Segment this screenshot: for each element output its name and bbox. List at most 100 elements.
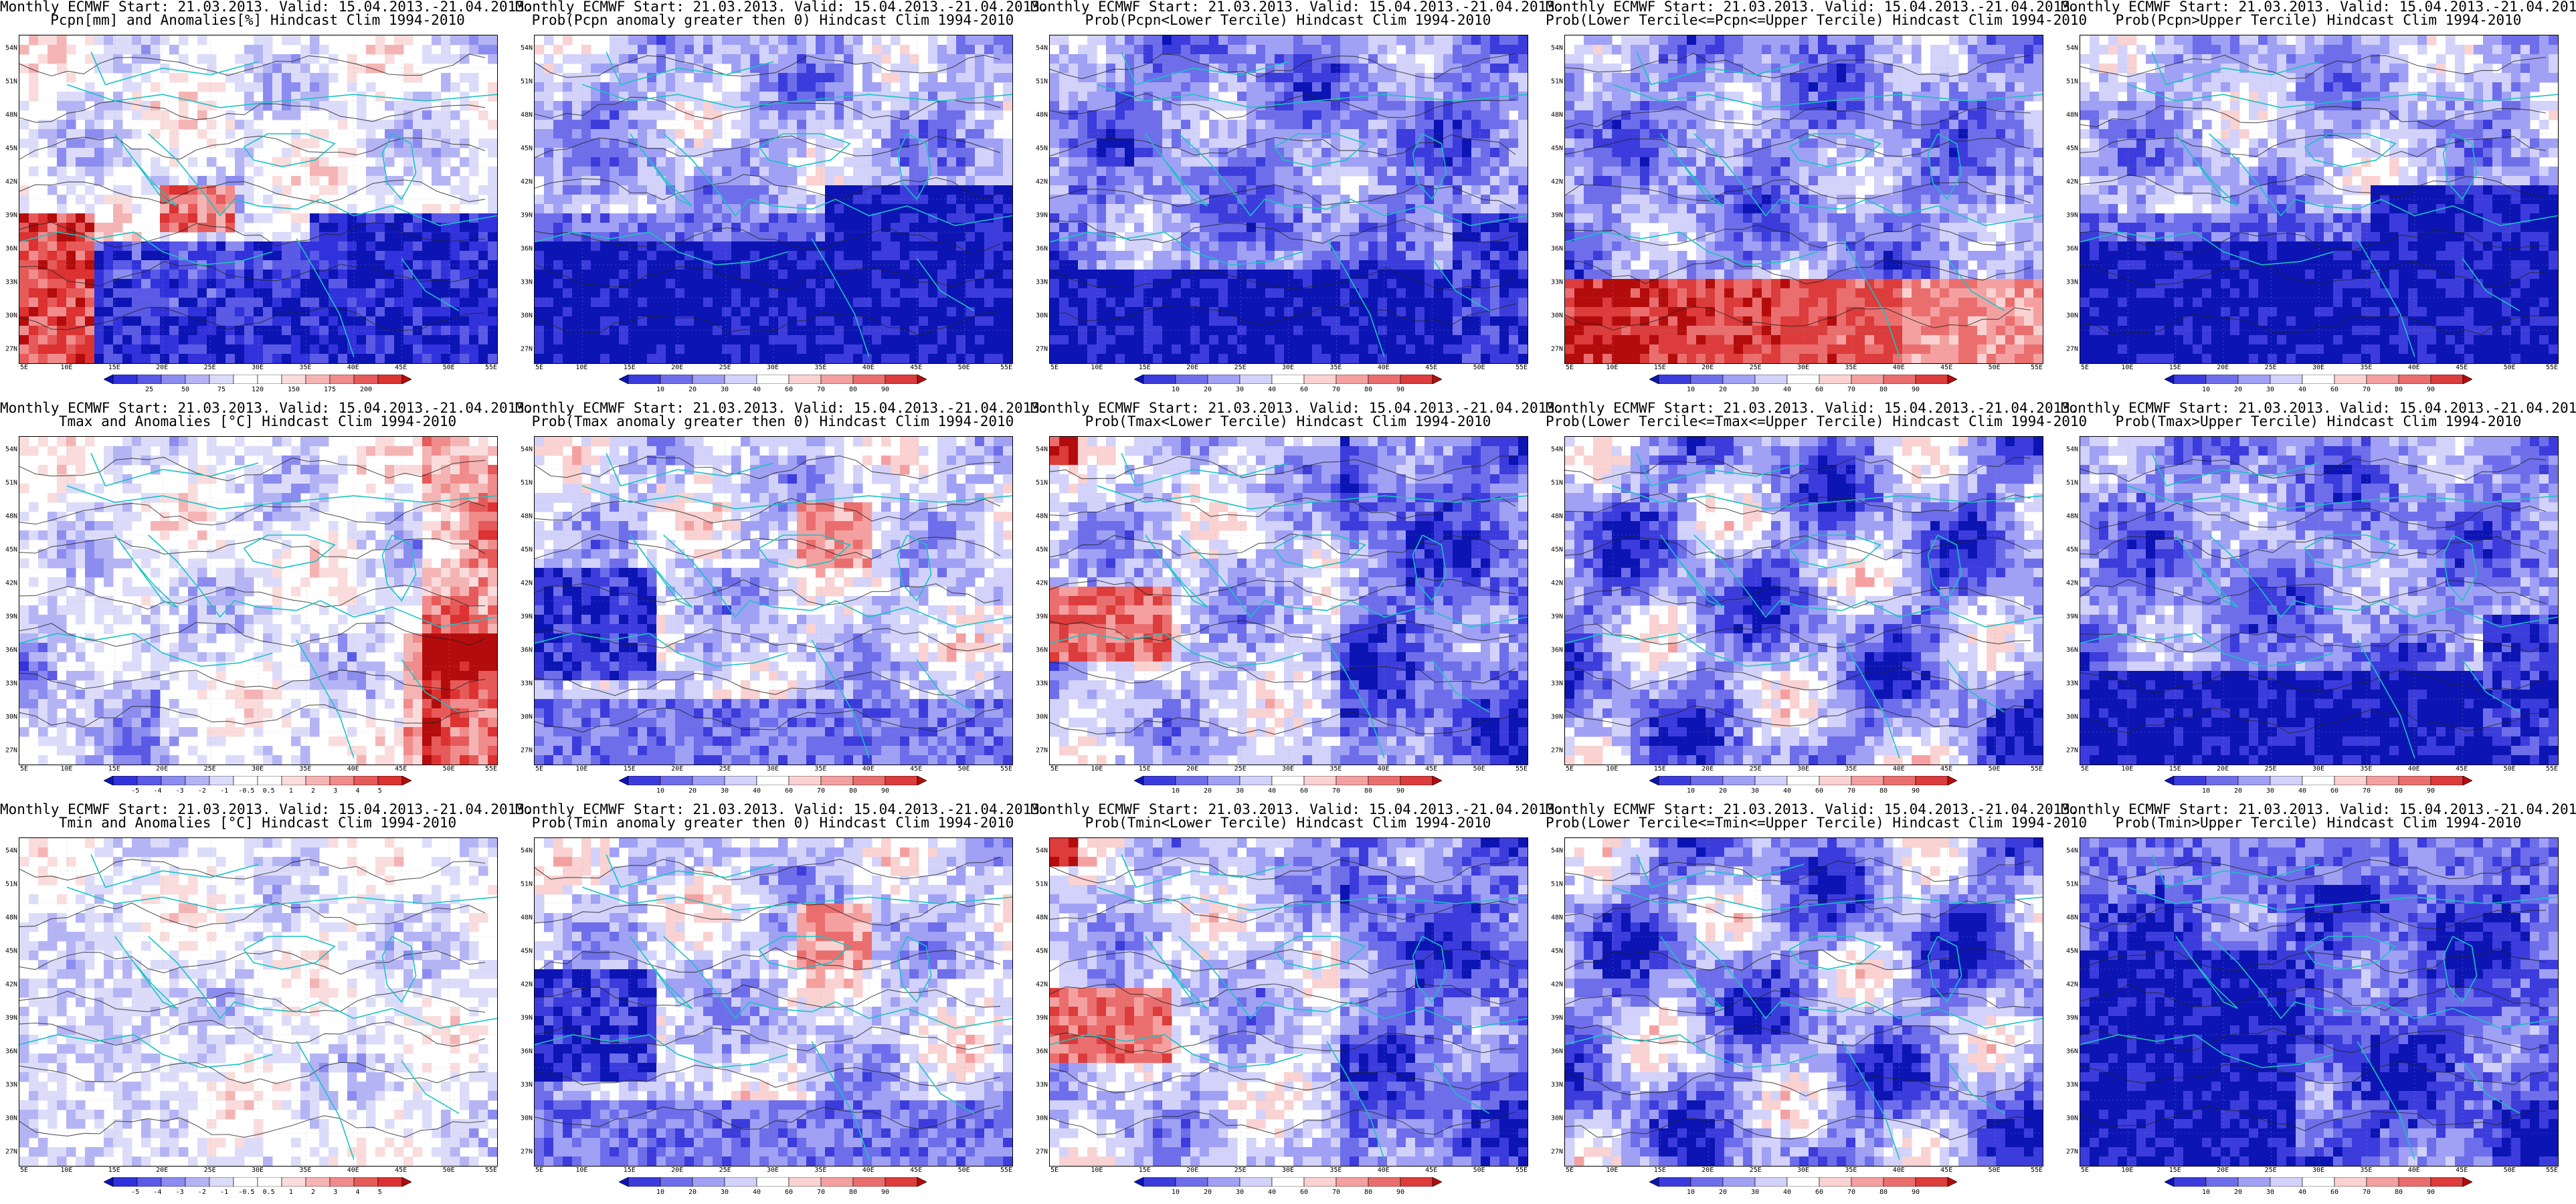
longitude-tick-label: 5E xyxy=(1566,765,1574,773)
longitude-tick-label: 55E xyxy=(485,364,497,371)
colorbar-tick-label: 20 xyxy=(1719,787,1727,795)
longitude-tick-label: 40E xyxy=(1378,765,1390,773)
colorbar-tick-label: 30 xyxy=(721,386,729,393)
latitude-tick-label: 42N xyxy=(5,179,17,186)
longitude-tick-label: 50E xyxy=(1989,765,2001,773)
panel-title-line-2: Prob(Tmin anomaly greater then 0) Hindca… xyxy=(515,816,1030,830)
colorbar-tick-label: 60 xyxy=(1815,1189,1823,1196)
latitude-tick-label: 36N xyxy=(5,647,17,654)
forecast-panel-tmin-prob-lower: Monthly ECMWF Start: 21.03.2013. Valid: … xyxy=(1030,803,1564,1204)
longitude-tick-label: 15E xyxy=(2169,765,2181,773)
colorbar-tick-label: 10 xyxy=(1172,386,1180,393)
longitude-tick-label: 55E xyxy=(1000,765,1012,773)
latitude-axis: 54N 51N 48N 45N 42N 39N 36N 33N 30N 27N xyxy=(1033,837,1049,1165)
panel-title-line-1: Monthly ECMWF Start: 21.03.2013. Valid: … xyxy=(1030,0,1564,14)
panel-title: Monthly ECMWF Start: 21.03.2013. Valid: … xyxy=(2061,401,2576,429)
panel-title-line-2: Prob(Tmax<Lower Tercile) Hindcast Clim 1… xyxy=(1030,415,1546,429)
longitude-tick-label: 30E xyxy=(2312,364,2324,371)
panel-title-line-1: Monthly ECMWF Start: 21.03.2013. Valid: … xyxy=(1030,803,1564,817)
longitude-tick-label: 35E xyxy=(299,364,311,371)
longitude-tick-label: 10E xyxy=(60,1167,72,1174)
longitude-axis: 5E 10E 15E 20E 25E 30E 35E 40E 45E 50E 55E xyxy=(1049,364,1528,373)
panel-title-line-1: Monthly ECMWF Start: 21.03.2013. Valid: … xyxy=(0,803,533,817)
map-field xyxy=(535,838,1012,1166)
longitude-tick-label: 30E xyxy=(767,364,779,371)
colorbar-tick-label: 60 xyxy=(1815,386,1823,393)
longitude-tick-label: 50E xyxy=(2504,364,2516,371)
longitude-tick-label: 15E xyxy=(2169,364,2181,371)
latitude-tick-label: 27N xyxy=(1551,1148,1563,1156)
forecast-panel-tmax-anom: Monthly ECMWF Start: 21.03.2013. Valid: … xyxy=(0,401,533,803)
longitude-tick-label: 50E xyxy=(443,765,455,773)
latitude-tick-label: 45N xyxy=(5,145,17,153)
latitude-tick-label: 36N xyxy=(521,245,533,253)
latitude-axis: 54N 51N 48N 45N 42N 39N 36N 33N 30N 27N xyxy=(3,436,19,764)
colorbar xyxy=(2165,375,2472,384)
colorbar-tick-label: 30 xyxy=(2266,787,2274,795)
colorbar-labels: 10 20 30 40 60 70 80 90 xyxy=(1649,1189,1957,1198)
panel-title: Monthly ECMWF Start: 21.03.2013. Valid: … xyxy=(515,0,1048,27)
panel-title: Monthly ECMWF Start: 21.03.2013. Valid: … xyxy=(515,803,1048,830)
longitude-tick-label: 20E xyxy=(2217,1167,2229,1174)
latitude-tick-label: 48N xyxy=(1551,513,1563,520)
longitude-tick-label: 10E xyxy=(575,765,587,773)
colorbar xyxy=(104,776,411,785)
colorbar-tick-label: 70 xyxy=(1332,386,1340,393)
latitude-tick-label: 39N xyxy=(1036,212,1048,219)
longitude-tick-label: 20E xyxy=(1701,1167,1714,1174)
latitude-tick-label: 42N xyxy=(5,580,17,587)
latitude-tick-label: 39N xyxy=(5,613,17,621)
longitude-tick-label: 40E xyxy=(862,1167,875,1174)
longitude-tick-label: 50E xyxy=(443,364,455,371)
colorbar-tick-label: 70 xyxy=(1332,787,1340,795)
longitude-tick-label: 25E xyxy=(1234,1167,1247,1174)
colorbar-tick-label: 70 xyxy=(1847,386,1855,393)
longitude-tick-label: 45E xyxy=(910,364,922,371)
colorbar-labels: 10 20 30 40 60 70 80 90 xyxy=(1134,1189,1442,1198)
colorbar-tick-label: 40 xyxy=(2298,386,2306,393)
colorbar-tick-label: 150 xyxy=(288,386,300,393)
map-plot xyxy=(1049,837,1528,1167)
longitude-tick-label: 50E xyxy=(1473,364,1485,371)
latitude-tick-label: 39N xyxy=(5,1015,17,1022)
longitude-tick-label: 10E xyxy=(60,364,72,371)
colorbar xyxy=(2165,776,2472,785)
longitude-tick-label: 15E xyxy=(624,364,636,371)
longitude-tick-label: 25E xyxy=(2265,765,2277,773)
longitude-tick-label: 45E xyxy=(1940,364,1952,371)
latitude-tick-label: 42N xyxy=(2066,580,2078,587)
colorbar-tick-label: 30 xyxy=(1751,787,1759,795)
colorbar-tick-label: 30 xyxy=(1751,1189,1759,1196)
colorbar-tick-label: 80 xyxy=(849,787,857,795)
colorbar-tick-label: 20 xyxy=(1204,386,1212,393)
longitude-tick-label: 55E xyxy=(485,1167,497,1174)
latitude-tick-label: 33N xyxy=(2066,680,2078,688)
colorbar-tick-label: -4 xyxy=(153,1189,161,1196)
colorbar-tick-label: -4 xyxy=(153,787,161,795)
colorbar-tick-label: 1 xyxy=(289,787,293,795)
longitude-tick-label: 5E xyxy=(1050,364,1059,371)
colorbar-tick-label: 120 xyxy=(252,386,264,393)
longitude-tick-label: 25E xyxy=(2265,1167,2277,1174)
latitude-tick-label: 36N xyxy=(1551,647,1563,654)
longitude-tick-label: 30E xyxy=(1797,1167,1809,1174)
latitude-tick-label: 45N xyxy=(2066,145,2078,153)
panel-title: Monthly ECMWF Start: 21.03.2013. Valid: … xyxy=(1030,401,1564,429)
colorbar-tick-label: 90 xyxy=(881,386,889,393)
latitude-tick-label: 42N xyxy=(1036,981,1048,989)
colorbar-tick-label: 80 xyxy=(2395,787,2403,795)
latitude-tick-label: 54N xyxy=(521,45,533,52)
colorbar xyxy=(2165,1177,2472,1187)
longitude-tick-label: 25E xyxy=(719,1167,731,1174)
colorbar-tick-label: 80 xyxy=(1879,386,1888,393)
latitude-tick-label: 54N xyxy=(521,847,533,855)
colorbar-tick-label: -1 xyxy=(220,787,228,795)
latitude-tick-label: 30N xyxy=(1551,312,1563,320)
latitude-tick-label: 54N xyxy=(1551,847,1563,855)
panel-title-line-1: Monthly ECMWF Start: 21.03.2013. Valid: … xyxy=(2061,401,2576,415)
longitude-axis: 5E 10E 15E 20E 25E 30E 35E 40E 45E 50E 55E xyxy=(534,364,1012,373)
longitude-axis: 5E 10E 15E 20E 25E 30E 35E 40E 45E 50E 55E xyxy=(2080,1167,2558,1176)
latitude-tick-label: 51N xyxy=(521,480,533,487)
map-field xyxy=(19,838,497,1166)
longitude-tick-label: 15E xyxy=(1654,1167,1666,1174)
